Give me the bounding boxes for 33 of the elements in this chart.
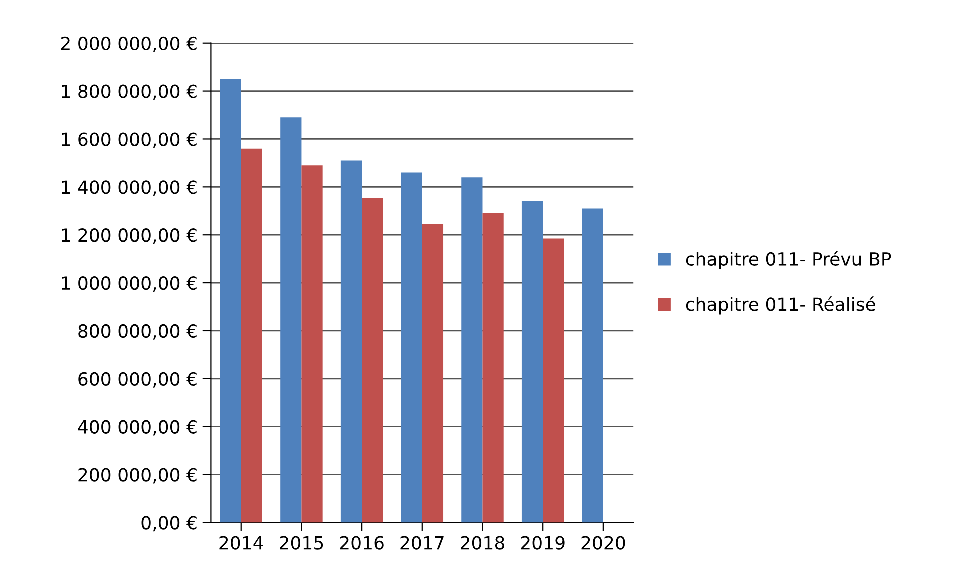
y-tick-label: 1 000 000,00 €	[62, 276, 197, 292]
bar	[582, 208, 604, 523]
bar	[280, 118, 302, 523]
bar	[422, 224, 444, 523]
legend-label: chapitre 011- Réalisé	[686, 296, 876, 315]
bar	[482, 214, 504, 523]
y-tick-label: 0,00 €	[142, 516, 197, 532]
bar	[362, 198, 384, 523]
y-tick-label: 1 800 000,00 €	[62, 84, 197, 100]
y-tick-label: 2 000 000,00 €	[61, 36, 197, 52]
y-tick-label: 800 000,00 €	[78, 324, 197, 340]
x-tick-label: 2015	[280, 536, 324, 550]
x-tick-label: 2019	[521, 536, 565, 550]
bar	[220, 79, 242, 523]
bar	[522, 202, 544, 523]
x-tick-label: 2020	[582, 536, 626, 550]
bar	[543, 238, 564, 523]
bar	[340, 160, 362, 523]
y-tick-label: 200 000,00 €	[78, 468, 197, 484]
y-tick-label: 1 200 000,00 €	[62, 228, 197, 244]
x-tick-label: 2016	[340, 536, 384, 550]
y-tick-label: 1 400 000,00 €	[62, 180, 197, 196]
bar	[241, 148, 262, 523]
y-tick-label: 600 000,00 €	[78, 372, 197, 388]
bar	[401, 172, 422, 523]
bar	[302, 166, 323, 523]
x-tick-label: 2017	[400, 536, 444, 550]
x-tick-label: 2018	[461, 536, 504, 550]
y-tick-label: 1 600 000,00 €	[62, 132, 197, 148]
bar	[462, 178, 483, 523]
x-tick-label: 2014	[220, 536, 264, 550]
y-tick-label: 400 000,00 €	[78, 420, 197, 436]
legend-label: chapitre 011- Prévu BP	[686, 251, 892, 270]
